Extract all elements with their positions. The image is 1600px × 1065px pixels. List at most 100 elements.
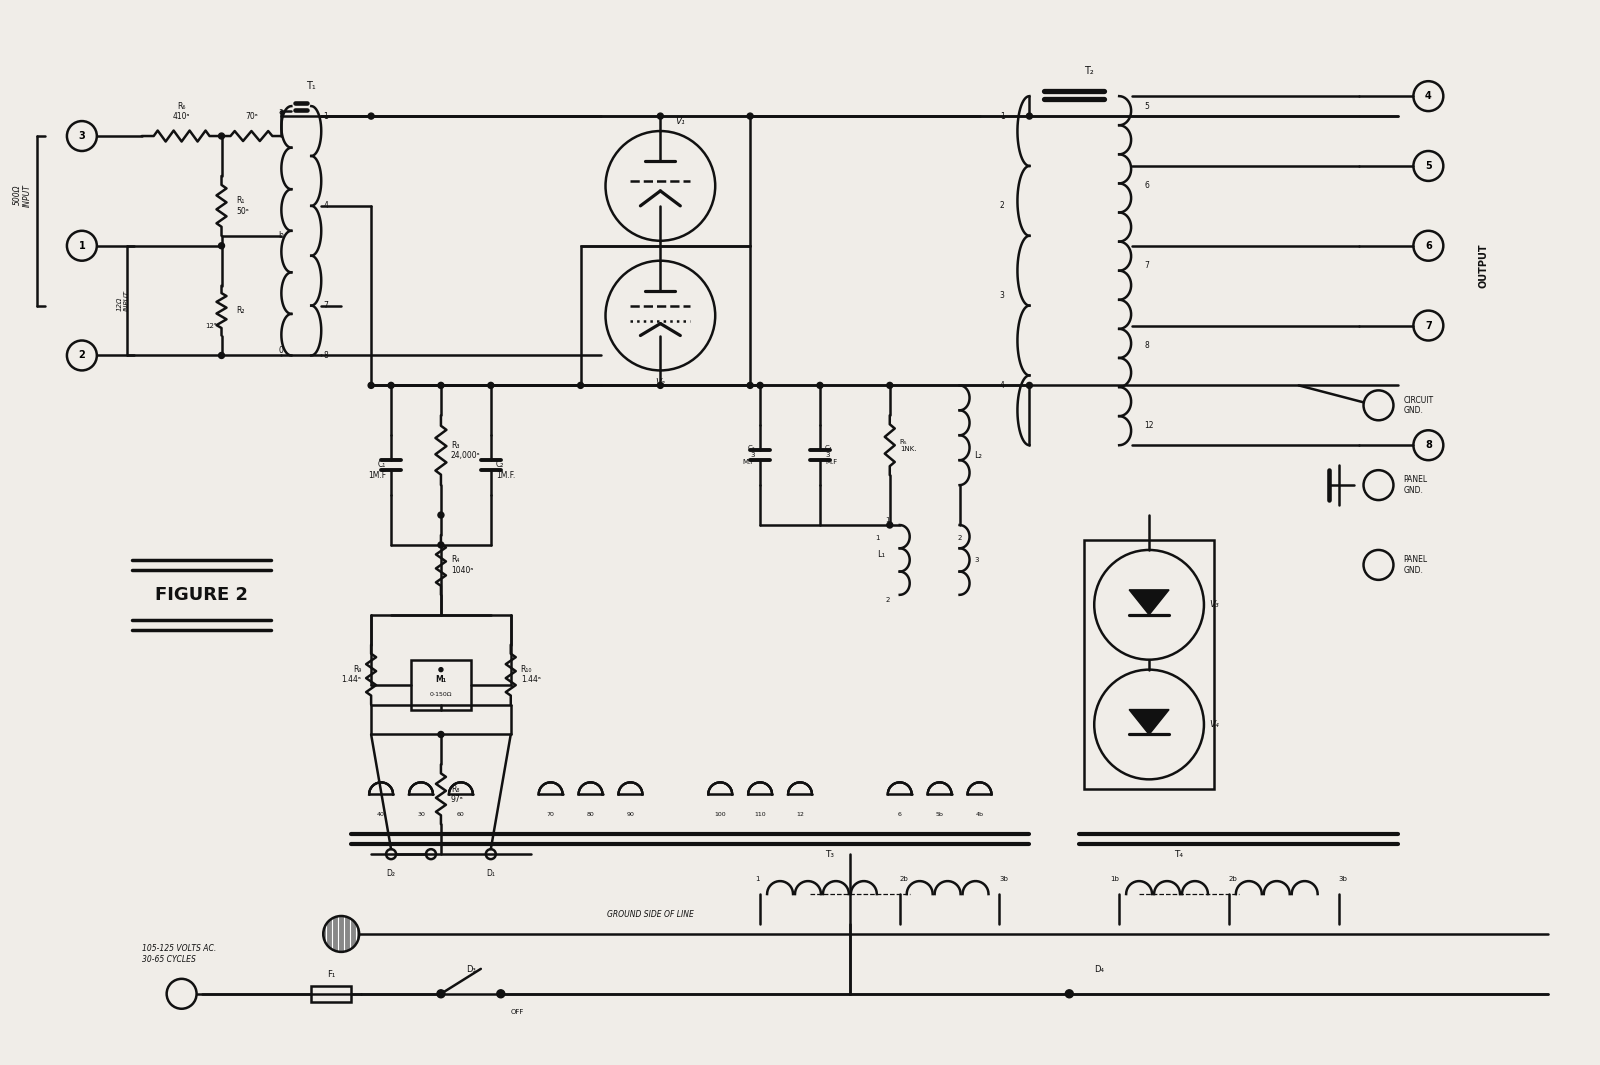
Text: R₃
24,000ᵃ: R₃ 24,000ᵃ — [451, 441, 480, 460]
Circle shape — [658, 113, 664, 119]
Text: 1: 1 — [755, 876, 760, 882]
Text: L₁: L₁ — [877, 551, 885, 559]
Text: C₄
3
M.F: C₄ 3 M.F — [826, 445, 837, 465]
Text: V₄: V₄ — [1210, 720, 1219, 730]
Text: 12Ω
INPUT: 12Ω INPUT — [117, 290, 130, 311]
Text: 4b: 4b — [976, 813, 984, 817]
Text: CIRCUIT
GND.: CIRCUIT GND. — [1403, 395, 1434, 415]
Polygon shape — [1130, 590, 1170, 615]
Text: V₃: V₃ — [1210, 601, 1219, 609]
Bar — [411, 659, 470, 709]
Circle shape — [438, 382, 443, 389]
Text: R₄
1040ᵃ: R₄ 1040ᵃ — [451, 555, 474, 575]
Text: 30: 30 — [418, 813, 426, 817]
Text: M₁: M₁ — [435, 675, 446, 684]
Text: 70: 70 — [547, 813, 555, 817]
Text: L₂: L₂ — [974, 450, 982, 460]
Text: PANEL
GND.: PANEL GND. — [1403, 555, 1427, 575]
Text: 1: 1 — [875, 535, 880, 541]
Circle shape — [1027, 113, 1032, 119]
Text: 1: 1 — [1000, 112, 1005, 120]
Circle shape — [438, 668, 443, 672]
Circle shape — [818, 382, 822, 389]
Text: 4: 4 — [1426, 92, 1432, 101]
Text: 4: 4 — [1000, 381, 1005, 390]
Text: F₁: F₁ — [326, 970, 336, 979]
Text: GROUND SIDE OF LINE: GROUND SIDE OF LINE — [606, 910, 694, 919]
Text: 70ᵃ: 70ᵃ — [245, 112, 258, 121]
Circle shape — [219, 353, 224, 359]
Text: V₁: V₁ — [675, 117, 685, 126]
Text: T₄: T₄ — [1174, 850, 1184, 859]
Text: 105-125 VOLTS AC.
30-65 CYCLES: 105-125 VOLTS AC. 30-65 CYCLES — [142, 945, 216, 964]
Text: 1: 1 — [885, 517, 890, 523]
Text: 2: 2 — [78, 350, 85, 360]
Text: D₂: D₂ — [387, 869, 395, 879]
Circle shape — [219, 133, 224, 140]
Bar — [581, 246, 750, 386]
Text: C₃
3
M.F: C₃ 3 M.F — [742, 445, 755, 465]
Circle shape — [747, 382, 754, 389]
Text: 7: 7 — [1426, 321, 1432, 330]
Text: 3b: 3b — [1000, 876, 1008, 882]
Text: R₅
1NK.: R₅ 1NK. — [899, 439, 917, 452]
Text: 5: 5 — [1144, 101, 1149, 111]
Text: R₁₀
1.44ᵃ: R₁₀ 1.44ᵃ — [520, 665, 541, 685]
Text: 6: 6 — [1426, 241, 1432, 250]
Text: 0-150Ω: 0-150Ω — [430, 692, 453, 698]
Circle shape — [368, 113, 374, 119]
Text: V₂: V₂ — [656, 378, 666, 388]
Text: FIGURE 2: FIGURE 2 — [155, 586, 248, 604]
Text: T₁: T₁ — [307, 81, 317, 92]
Text: 100: 100 — [714, 813, 726, 817]
Circle shape — [886, 382, 893, 389]
Text: OUTPUT: OUTPUT — [1478, 244, 1488, 288]
Circle shape — [438, 542, 443, 548]
Text: 2: 2 — [1000, 201, 1005, 211]
Text: 8: 8 — [323, 351, 328, 360]
Text: 60: 60 — [458, 813, 464, 817]
Text: D₄: D₄ — [1094, 965, 1104, 973]
Circle shape — [496, 989, 504, 998]
Text: 4: 4 — [323, 201, 328, 211]
Text: 2b: 2b — [1229, 876, 1238, 882]
Text: 2: 2 — [957, 535, 962, 541]
Circle shape — [437, 989, 445, 998]
Circle shape — [219, 243, 224, 249]
Circle shape — [757, 382, 763, 389]
Text: 3b: 3b — [1339, 876, 1347, 882]
Polygon shape — [1130, 709, 1170, 735]
Text: 1b: 1b — [1110, 876, 1118, 882]
Circle shape — [1027, 382, 1032, 389]
Text: 8: 8 — [1426, 440, 1432, 450]
Text: C₂
1M.F.: C₂ 1M.F. — [496, 460, 515, 480]
Text: C₁
1M.F: C₁ 1M.F — [368, 460, 386, 480]
Text: R₈
97ᵃ: R₈ 97ᵃ — [451, 785, 464, 804]
Text: 6: 6 — [898, 813, 902, 817]
Text: 6: 6 — [1144, 181, 1149, 191]
Circle shape — [368, 382, 374, 389]
Text: 3: 3 — [1000, 291, 1005, 300]
Circle shape — [886, 522, 893, 528]
Text: a: a — [278, 106, 283, 116]
Text: PANEL
GND.: PANEL GND. — [1403, 475, 1427, 495]
Text: 3: 3 — [78, 131, 85, 141]
Text: b: b — [278, 231, 283, 241]
Text: 12: 12 — [1144, 421, 1154, 430]
Bar — [1085, 540, 1214, 789]
Circle shape — [658, 382, 664, 389]
Text: R₁
50ᵃ: R₁ 50ᵃ — [237, 196, 250, 215]
Text: 2b: 2b — [899, 876, 909, 882]
Text: 110: 110 — [754, 813, 766, 817]
Text: 5: 5 — [1426, 161, 1432, 171]
Circle shape — [488, 382, 494, 389]
Text: 0: 0 — [278, 346, 283, 355]
Text: D₁: D₁ — [486, 869, 496, 879]
Text: OFF: OFF — [510, 1009, 525, 1015]
Text: 12ᵃ: 12ᵃ — [205, 323, 216, 328]
Text: R₉
1.44ᵃ: R₉ 1.44ᵃ — [341, 665, 362, 685]
Text: R₂: R₂ — [237, 306, 245, 315]
Text: 500Ω
INPUT: 500Ω INPUT — [13, 184, 32, 208]
Text: 7: 7 — [323, 301, 328, 310]
Text: 2: 2 — [885, 596, 890, 603]
